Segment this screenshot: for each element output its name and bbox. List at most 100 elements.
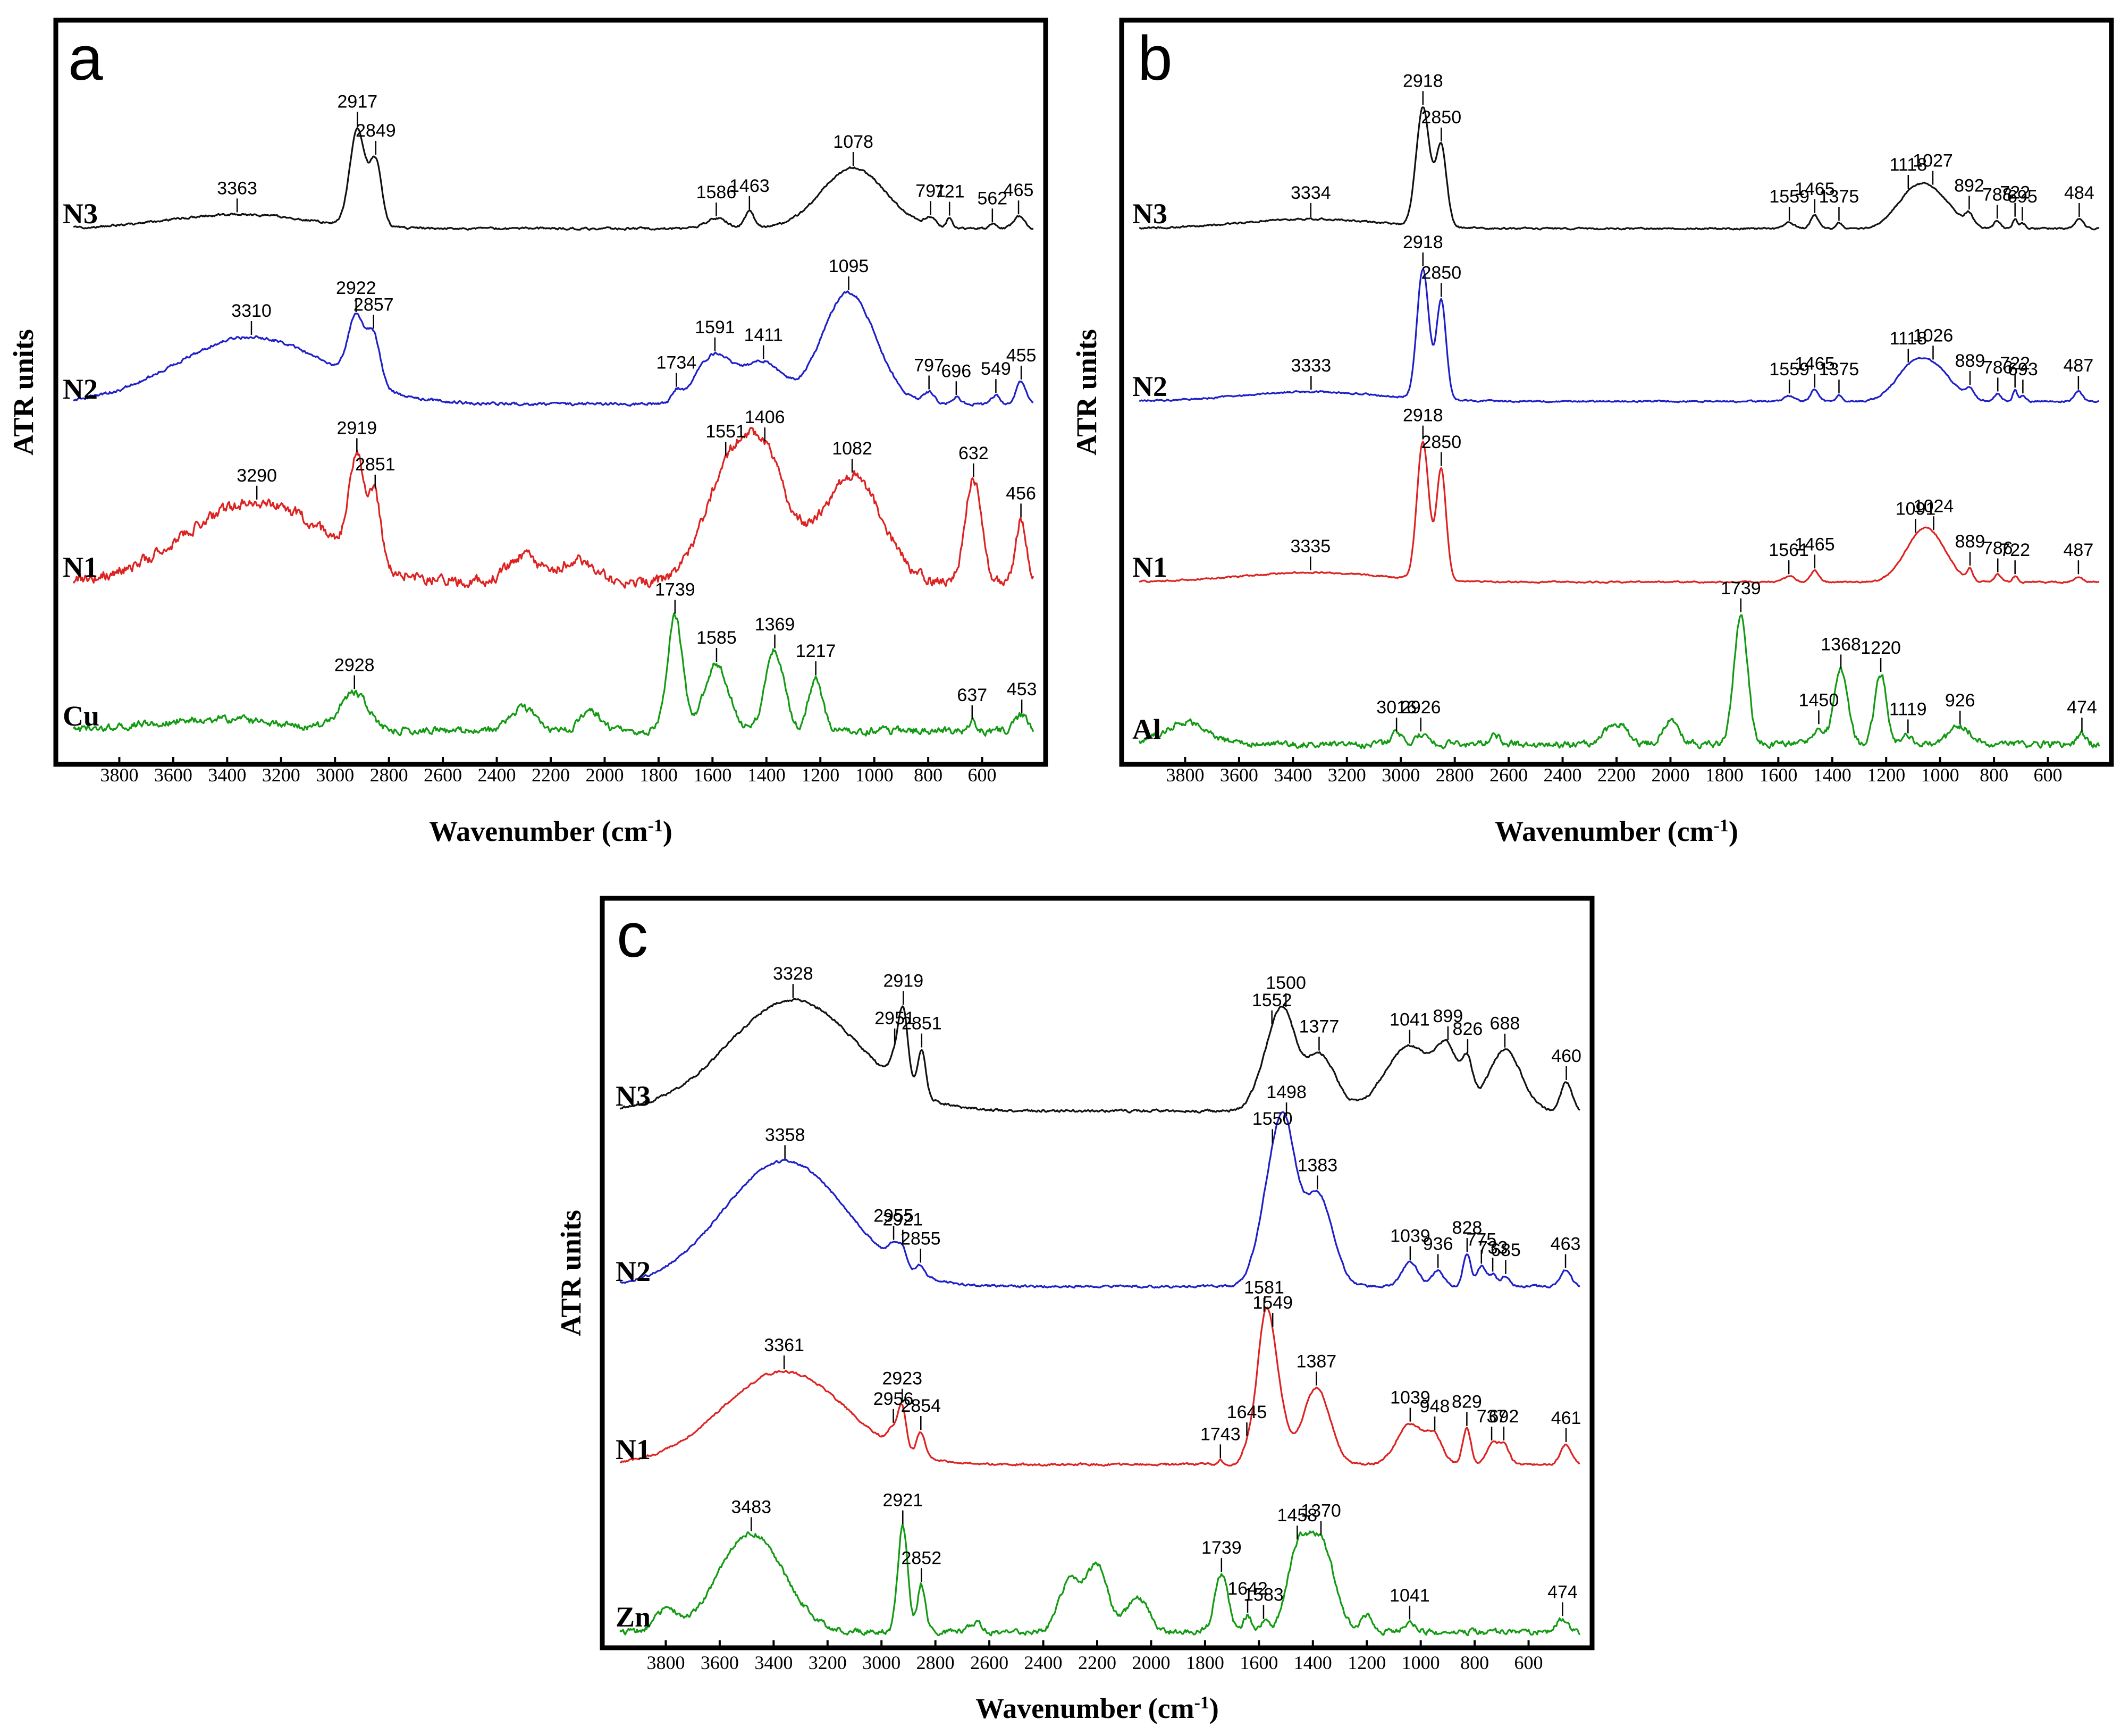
peak-label: 1369 bbox=[755, 614, 795, 635]
x-tick-label: 1000 bbox=[855, 764, 894, 786]
x-tick-label: 3600 bbox=[1220, 764, 1258, 786]
peak-label: 2921 bbox=[882, 1210, 923, 1230]
peak-label: 1041 bbox=[1390, 1009, 1430, 1030]
x-tick-label: 2000 bbox=[1132, 1652, 1170, 1673]
x-tick-label: 1200 bbox=[1867, 764, 1905, 786]
panel-c-xlabel: Wavenumber (cm-1) bbox=[975, 1692, 1219, 1724]
peak-label: 688 bbox=[1490, 1014, 1520, 1034]
peak-label: 733 bbox=[1478, 1237, 1508, 1258]
peak-label: 685 bbox=[1491, 1240, 1521, 1260]
spectrum-b-al bbox=[1138, 614, 2100, 749]
x-tick-label: 2000 bbox=[585, 764, 624, 786]
peak-label: 562 bbox=[977, 188, 1007, 208]
x-tick-label: 3000 bbox=[316, 764, 354, 786]
x-tick-label: 2600 bbox=[1489, 764, 1528, 786]
panel-b-labels: N333342918285015591465137511181027892788… bbox=[1132, 71, 2097, 745]
peak-label: 1743 bbox=[1200, 1424, 1241, 1444]
peak-label: 2850 bbox=[1421, 263, 1461, 283]
peak-label: 2919 bbox=[336, 418, 377, 439]
spectrum-c-n2 bbox=[619, 1111, 1580, 1289]
x-tick-label: 3000 bbox=[862, 1652, 900, 1673]
peak-label: 3333 bbox=[1291, 356, 1331, 376]
series-label: N2 bbox=[63, 373, 98, 405]
x-tick-label: 1800 bbox=[1186, 1652, 1224, 1673]
peak-label: 3483 bbox=[731, 1497, 771, 1517]
peak-label: 775 bbox=[1466, 1229, 1496, 1250]
peak-label: 3361 bbox=[764, 1335, 804, 1355]
x-tick-label: 1600 bbox=[1759, 764, 1797, 786]
peak-label: 461 bbox=[1551, 1408, 1581, 1428]
x-tick-label: 2800 bbox=[916, 1652, 955, 1673]
peak-label: 463 bbox=[1551, 1234, 1581, 1254]
peak-label: 1024 bbox=[1914, 496, 1954, 516]
panel-c-letter: c bbox=[617, 900, 648, 971]
peak-label: 2855 bbox=[900, 1228, 941, 1249]
peak-label: 1450 bbox=[1799, 690, 1839, 710]
series-label: N1 bbox=[63, 551, 98, 583]
x-tick-label: 3000 bbox=[1382, 764, 1420, 786]
x-tick-label: 3800 bbox=[1166, 764, 1204, 786]
x-tick-label: 3200 bbox=[809, 1652, 847, 1673]
peak-label: 1591 bbox=[695, 317, 735, 338]
panel-a-ticks: 3800 3600 3400 3200 3000 2800 2600 2400 2200 2000… bbox=[100, 757, 997, 786]
x-tick-label: 1400 bbox=[1294, 1652, 1332, 1673]
spectrum-a-n2 bbox=[73, 290, 1034, 407]
peak-label: 3358 bbox=[765, 1125, 805, 1145]
peak-label: 1375 bbox=[1819, 187, 1859, 207]
x-tick-label: 1000 bbox=[1921, 764, 1959, 786]
x-tick-label: 600 bbox=[1514, 1652, 1543, 1673]
series-label: Al bbox=[1132, 713, 1161, 745]
panel-b-curves bbox=[1138, 106, 2100, 749]
panel-b-letter: b bbox=[1138, 23, 1173, 94]
peak-label: 1375 bbox=[1819, 359, 1859, 380]
panel-c-curves bbox=[619, 998, 1581, 1637]
x-tick-label: 1600 bbox=[693, 764, 731, 786]
peak-label: 487 bbox=[2064, 540, 2094, 560]
peak-label: 2923 bbox=[882, 1369, 922, 1389]
series-label: Cu bbox=[63, 700, 99, 732]
peak-label: 3335 bbox=[1290, 536, 1331, 557]
peak-label: 826 bbox=[1453, 1019, 1483, 1039]
peak-label: 1739 bbox=[1201, 1538, 1242, 1558]
spectrum-c-zn bbox=[619, 1523, 1581, 1637]
peak-label: 1739 bbox=[1721, 578, 1761, 599]
peak-label: 2955 bbox=[873, 1206, 914, 1226]
x-tick-label: 2200 bbox=[532, 764, 570, 786]
x-tick-label: 3600 bbox=[154, 764, 192, 786]
peak-label: 1368 bbox=[1821, 634, 1861, 654]
panel-a-ylabel: ATR units bbox=[7, 329, 39, 456]
peak-label: 695 bbox=[2007, 187, 2038, 207]
spectrum-a-n1 bbox=[72, 427, 1034, 589]
x-tick-label: 1600 bbox=[1240, 1652, 1278, 1673]
x-tick-label: 2400 bbox=[1024, 1652, 1063, 1673]
peak-label: 2918 bbox=[1403, 406, 1443, 426]
peak-label: 2922 bbox=[336, 278, 376, 298]
peak-label: 2850 bbox=[1421, 432, 1461, 452]
spectrum-c-n1 bbox=[619, 1307, 1580, 1467]
peak-label: 549 bbox=[981, 359, 1011, 379]
peak-label: 892 bbox=[1954, 175, 1984, 196]
peak-label: 1220 bbox=[1861, 638, 1901, 658]
peak-label: 637 bbox=[957, 685, 987, 705]
peak-label: 889 bbox=[1955, 351, 1985, 371]
panel-c-ylabel: ATR units bbox=[555, 1210, 587, 1336]
peak-label: 2854 bbox=[900, 1396, 941, 1416]
peak-label: 1559 bbox=[1769, 187, 1809, 207]
panel-a-letter: a bbox=[68, 23, 103, 94]
series-label: N2 bbox=[1132, 370, 1167, 402]
peak-label: 474 bbox=[2067, 697, 2097, 718]
spectrum-a-cu bbox=[72, 612, 1034, 737]
peak-label: 2921 bbox=[882, 1490, 923, 1511]
peak-label: 1645 bbox=[1227, 1402, 1267, 1422]
x-tick-label: 600 bbox=[968, 764, 997, 786]
peak-label: 1027 bbox=[1913, 151, 1953, 171]
peak-label: 474 bbox=[1547, 1582, 1578, 1602]
x-tick-label: 2200 bbox=[1597, 764, 1636, 786]
peak-label: 2928 bbox=[334, 655, 375, 676]
peak-label: 484 bbox=[2064, 183, 2094, 203]
peak-label: 791 bbox=[915, 181, 946, 201]
series-label: N3 bbox=[616, 1080, 651, 1112]
peak-label: 2852 bbox=[901, 1548, 941, 1568]
